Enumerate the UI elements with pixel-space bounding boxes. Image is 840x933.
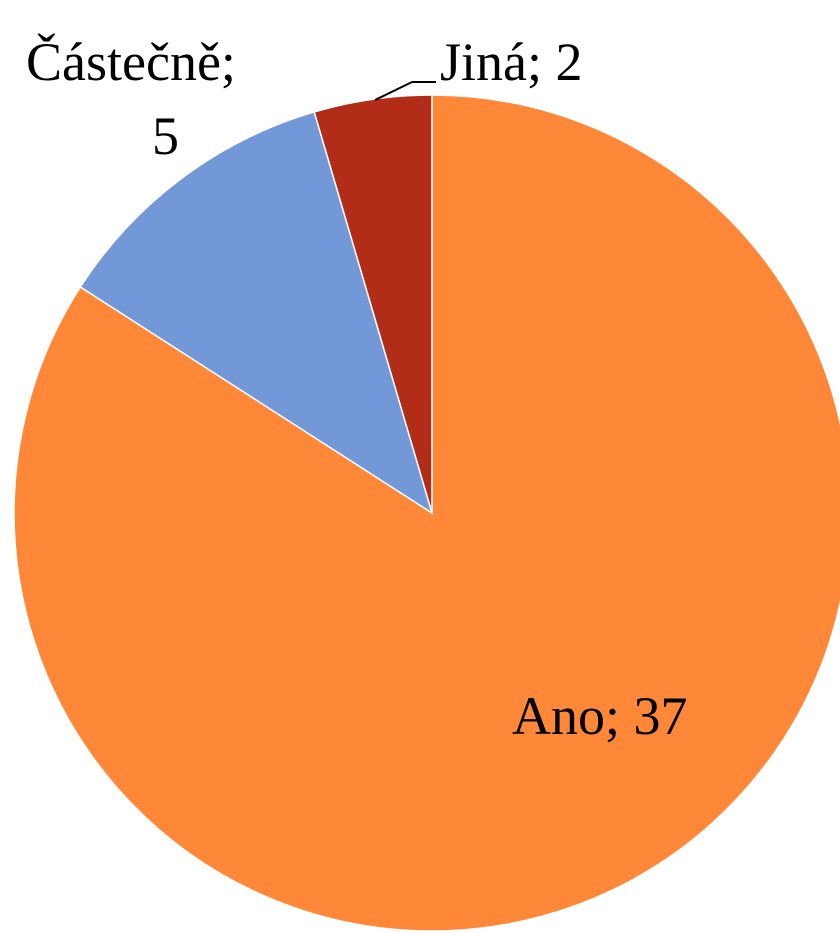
data-label-castecne-line1: Částečně; <box>26 32 236 92</box>
data-label-jina: Jiná; 2 <box>440 32 583 92</box>
pie-slice-ano <box>13 94 840 932</box>
jina-leader-line <box>374 81 413 101</box>
pie-slices <box>13 94 840 932</box>
pie-slice-jina <box>313 94 433 514</box>
data-label-ano: Ano; 37 <box>512 686 688 746</box>
pie-slice-castecne <box>79 110 434 515</box>
data-label-castecne-line2: 5 <box>152 106 179 166</box>
